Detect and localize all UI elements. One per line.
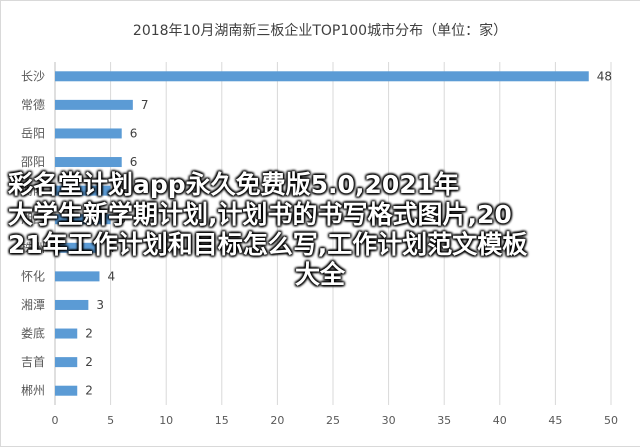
x-tick-label: 5	[107, 414, 114, 427]
x-tick-label: 30	[382, 414, 396, 427]
bar	[55, 385, 78, 396]
bar	[55, 99, 133, 110]
data-label: 2	[85, 327, 93, 341]
data-label: 4	[107, 241, 115, 255]
y-tick-label: 吉首	[21, 355, 45, 369]
x-tick-label: 20	[270, 414, 284, 427]
x-tick-label: 35	[437, 414, 451, 427]
data-label: 5	[119, 184, 127, 198]
bar	[55, 271, 100, 282]
y-tick-label: 湘西	[21, 211, 45, 226]
overlay-line-1: 彩名堂计划app永久免费版5.0,2021年	[8, 170, 460, 199]
bar	[55, 185, 111, 196]
y-tick-label: 怀化	[21, 269, 45, 283]
data-label: 6	[130, 155, 138, 169]
y-tick-label: 湘潭	[21, 297, 45, 312]
data-label: 2	[85, 355, 93, 369]
overlay-line-4: 大全	[294, 260, 345, 289]
bar	[55, 242, 100, 253]
chart-title: 2018年10月湖南新三板企业TOP100城市分布（单位：家）	[132, 23, 508, 39]
x-tick-label: 45	[548, 414, 562, 427]
bar	[55, 71, 589, 82]
bar	[55, 299, 89, 310]
bar	[55, 214, 111, 225]
bar	[55, 128, 122, 139]
x-tick-label: 50	[604, 414, 618, 427]
y-tick-label: 娄底	[21, 326, 45, 341]
x-tick-label: 0	[52, 414, 59, 427]
watermark-overlay-text: 彩名堂计划app永久免费版5.0,2021年 大学生新学期计划,计划书的书写格式…	[8, 170, 528, 290]
bar	[55, 357, 78, 368]
y-tick-label: 岳阳	[21, 126, 45, 140]
bar	[55, 157, 122, 168]
y-tick-label: 常德	[21, 97, 45, 112]
overlay-line-3: 21年工作计划和目标怎么写,工作计划范文模板	[8, 230, 528, 259]
x-tick-label: 10	[159, 414, 173, 427]
y-tick-label: 株洲	[21, 240, 45, 255]
data-label: 4	[107, 269, 115, 283]
bar	[55, 328, 78, 339]
data-label: 7	[141, 98, 149, 112]
data-label: 5	[119, 212, 127, 226]
overlay-line-2: 大学生新学期计划,计划书的书写格式图片,20	[8, 200, 512, 229]
x-tick-label: 25	[326, 414, 340, 427]
y-tick-label: 郴州	[21, 384, 45, 398]
x-tick-label: 15	[215, 414, 229, 427]
data-label: 2	[85, 384, 93, 398]
data-label: 6	[130, 126, 138, 140]
y-tick-label: 长沙	[21, 69, 45, 83]
y-tick-label: 邵阳	[21, 155, 45, 169]
data-label: 3	[96, 298, 104, 312]
data-label: 48	[597, 69, 612, 83]
x-tick-label: 40	[493, 414, 507, 427]
y-tick-label: 衡阳	[21, 184, 45, 198]
